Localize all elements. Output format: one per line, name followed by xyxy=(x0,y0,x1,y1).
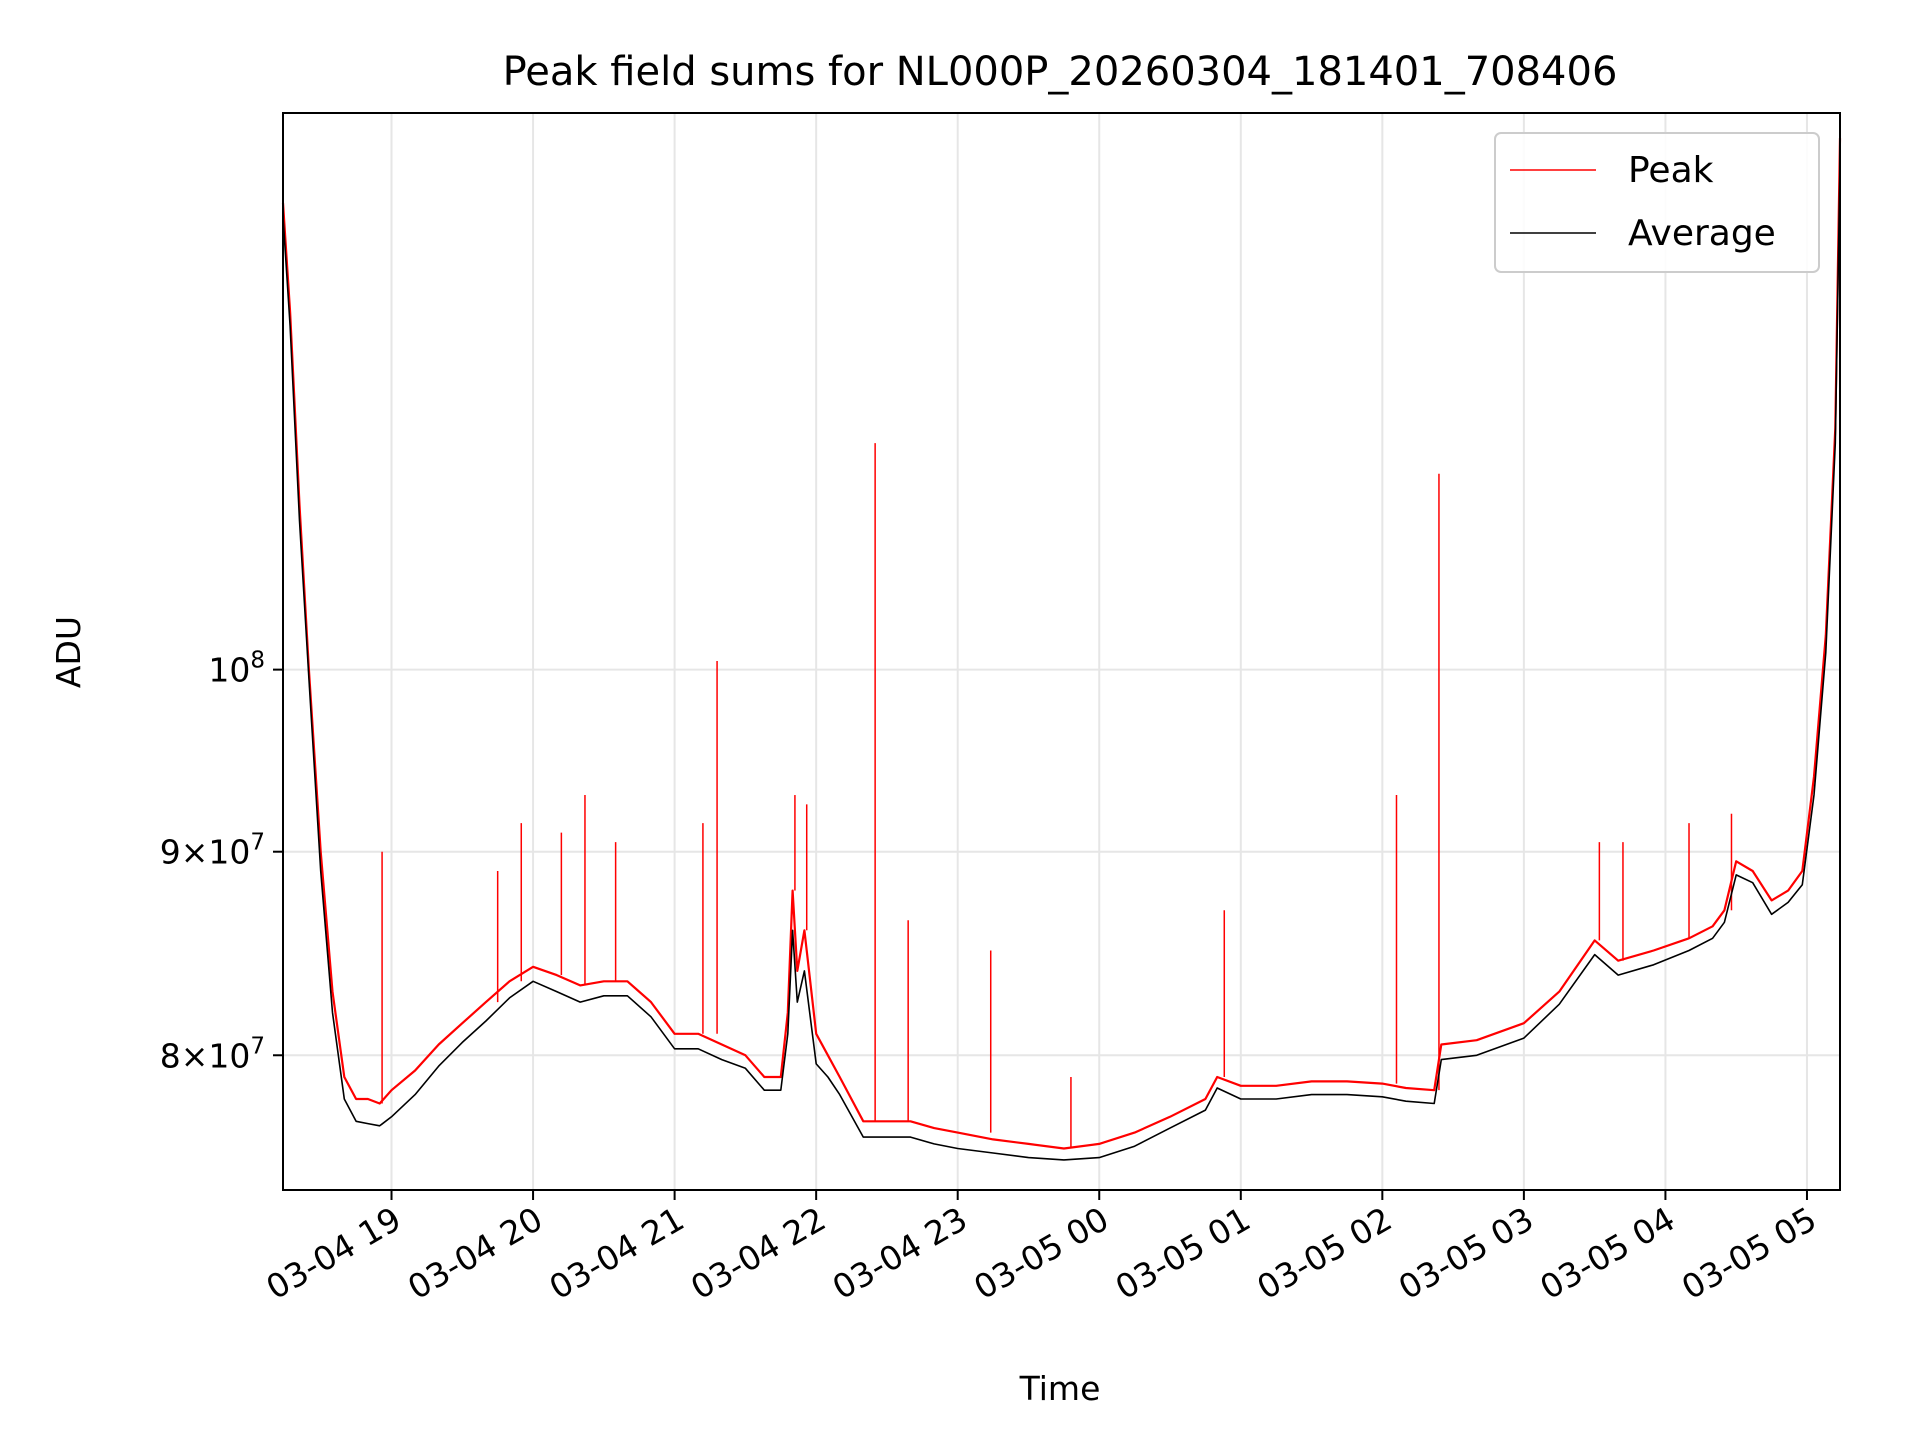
y-tick-times: × xyxy=(181,1036,209,1075)
series-layer xyxy=(281,138,1842,1161)
chart-title: Peak field sums for NL000P_20260304_1814… xyxy=(503,49,1618,95)
y-tick-label: 8×107 xyxy=(160,1033,265,1075)
y-tick-base: 10 xyxy=(208,1036,250,1075)
y-tick-exponent: 7 xyxy=(250,830,265,856)
y-tick-label: 9×107 xyxy=(160,830,265,872)
y-tick-base: 10 xyxy=(208,833,250,872)
y-tick-mantissa: 8 xyxy=(160,1036,181,1075)
legend-average-label: Average xyxy=(1628,213,1776,254)
x-axis-label: Time xyxy=(1019,1369,1101,1408)
grid-lines xyxy=(283,113,1840,1190)
y-tick-exponent: 8 xyxy=(250,648,265,674)
legend-box xyxy=(1494,132,1820,273)
y-tick-exponent: 7 xyxy=(250,1033,265,1059)
average-series-line xyxy=(282,163,1841,1161)
legend-peak-label: Peak xyxy=(1628,150,1714,191)
y-tick-base: 10 xyxy=(208,651,250,690)
legend: Peak Average xyxy=(1494,132,1820,273)
y-tick-mantissa: 9 xyxy=(160,833,181,872)
plot-frame xyxy=(282,112,1841,1191)
y-axis-label: ADU xyxy=(49,616,88,688)
peak-series-line xyxy=(281,138,1842,1150)
y-tick-times: × xyxy=(181,833,209,872)
y-tick-label: 108 xyxy=(208,648,265,690)
